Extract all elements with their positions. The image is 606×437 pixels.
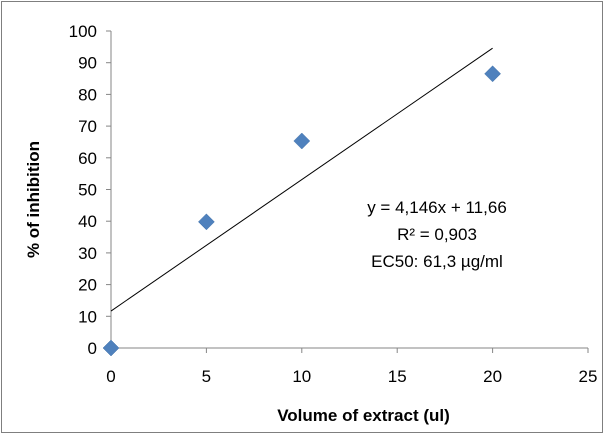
x-tick-label: 5 [202,367,211,386]
data-point [102,339,120,357]
x-tick-label: 0 [106,367,115,386]
annotation-line: R² = 0,903 [397,225,477,244]
data-points [102,65,501,357]
x-tick-label: 20 [483,367,502,386]
y-tick-label: 90 [78,54,97,73]
y-tick-label: 80 [78,85,97,104]
equation-annotation: y = 4,146x + 11,66 R² = 0,903 EC50: 61,3 µ… [367,198,507,271]
y-tick-label: 30 [78,244,97,263]
y-tick-label: 60 [78,149,97,168]
y-ticks: 0 10 20 30 40 50 60 70 80 90 100 [69,22,111,358]
annotation-line: y = 4,146x + 11,66 [367,198,507,217]
y-tick-label: 100 [69,22,97,41]
annotation-line: EC50: 61,3 µg/ml [371,252,503,271]
x-ticks: 0 5 10 15 20 25 [106,348,597,386]
x-tick-label: 25 [579,367,598,386]
y-tick-label: 50 [78,181,97,200]
data-point [484,65,501,83]
x-axis-title: Volume of extract (ul) [277,406,450,425]
y-tick-label: 0 [88,339,97,358]
x-tick-label: 10 [292,367,311,386]
data-point [293,132,311,150]
y-axis-title: % of inhibition [24,141,43,258]
axes [110,31,588,349]
data-point [198,213,215,231]
x-tick-label: 15 [388,367,407,386]
y-tick-label: 40 [78,212,97,231]
trendline [110,47,493,312]
y-tick-label: 20 [78,276,97,295]
y-tick-label: 70 [78,117,97,136]
y-tick-label: 10 [78,307,97,326]
